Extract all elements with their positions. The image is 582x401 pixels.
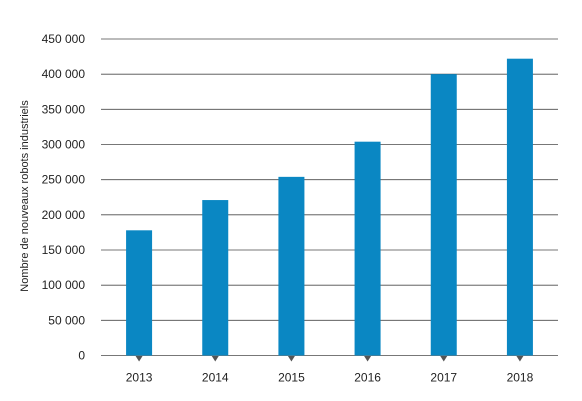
y-tick-label: 200 000 <box>42 208 86 222</box>
x-tick-label: 2013 <box>126 371 153 385</box>
x-tick-label: 2015 <box>278 371 305 385</box>
y-tick-label: 250 000 <box>42 173 86 187</box>
y-tick-label: 50 000 <box>48 313 85 327</box>
x-tick-marker <box>516 356 524 362</box>
x-tick-marker <box>364 356 372 362</box>
y-tick-label: 0 <box>78 349 85 363</box>
x-tick-marker <box>135 356 143 362</box>
bar-2014 <box>202 200 229 356</box>
gridlines <box>101 38 558 356</box>
x-tick-marker <box>211 356 219 362</box>
y-axis-title: Nombre de nouveaux robots industriels <box>19 100 31 292</box>
x-tick-label: 2014 <box>202 371 229 385</box>
y-tick-labels: 0 50 000 100 000 150 000 200 000 250 000 300 0… <box>42 32 86 363</box>
bar-2018 <box>506 58 533 356</box>
y-tick-label: 150 000 <box>42 243 86 257</box>
bar-2016 <box>354 141 381 356</box>
bar-2013 <box>126 230 153 356</box>
y-tick-label: 450 000 <box>42 32 86 46</box>
x-tick-label: 2018 <box>507 371 534 385</box>
x-tick-marker <box>440 356 448 362</box>
x-tick-labels: 2013 2014 2015 2016 2017 2018 <box>126 371 534 385</box>
bar-2017 <box>430 74 457 356</box>
x-tick-label: 2017 <box>430 371 457 385</box>
bars <box>126 58 533 362</box>
x-tick-label: 2016 <box>354 371 381 385</box>
y-tick-label: 300 000 <box>42 138 86 152</box>
y-tick-label: 100 000 <box>42 278 86 292</box>
x-tick-marker <box>287 356 295 362</box>
bar-2015 <box>278 176 305 356</box>
y-tick-label: 350 000 <box>42 102 86 116</box>
y-tick-label: 400 000 <box>42 67 86 81</box>
